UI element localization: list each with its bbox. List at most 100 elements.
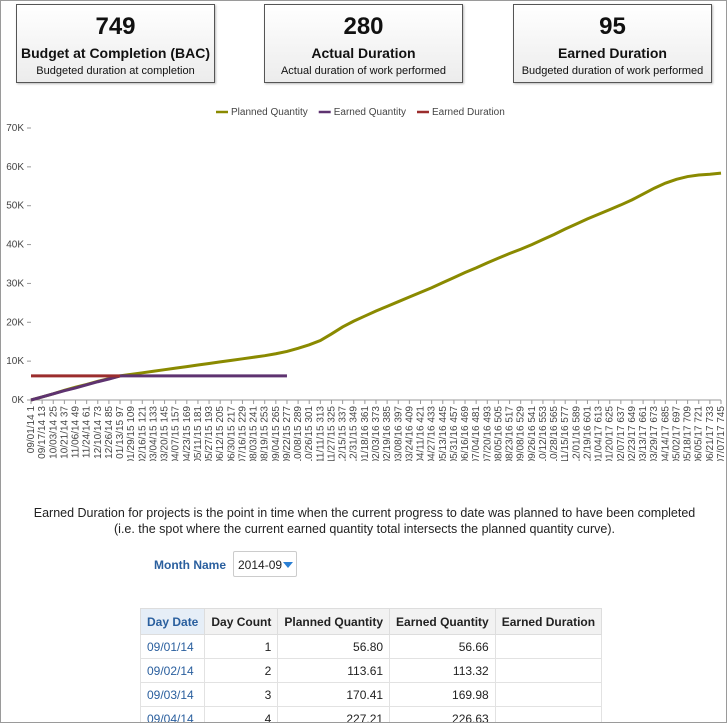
y-tick-label: 40K	[6, 240, 24, 251]
x-tick-label: 08/03/15 241	[249, 406, 260, 461]
x-tick-label: 02/23/17 649	[627, 406, 638, 461]
y-tick-label: 20K	[6, 317, 24, 328]
month-dropdown[interactable]: 2014-09	[233, 551, 297, 577]
x-tick-label: 03/08/16 397	[393, 406, 404, 461]
kpi-card: 749 Budget at Completion (BAC) Budgeted …	[16, 4, 215, 83]
y-tick-label: 10K	[6, 356, 24, 367]
column-header: Planned Quantity	[277, 608, 391, 635]
table-cell: 56.66	[389, 634, 496, 659]
x-tick-label: 03/20/15 145	[160, 406, 171, 461]
x-tick-label: 07/04/16 481	[471, 406, 482, 461]
x-tick-label: 05/31/16 457	[449, 406, 460, 461]
x-tick-label: 06/21/17 733	[705, 406, 716, 461]
x-tick-label: 07/07/17 745	[716, 406, 727, 461]
kpi-subtitle: Budgeted duration of work performed	[521, 65, 704, 77]
table-cell: 169.98	[389, 682, 496, 707]
description: (i.e. the spot where the current earned …	[114, 522, 615, 536]
header-row: Day Date Day Count Planned Quantity Earned …	[139, 608, 603, 635]
dropdown-arrow[interactable]	[283, 562, 293, 568]
x-tick-label: 10/03/14 25	[48, 406, 59, 459]
x-tick-label: 12/26/14 85	[104, 406, 115, 459]
x-tick-label: 12/10/14 73	[93, 406, 104, 459]
table-cell: 113.32	[389, 658, 496, 683]
x-tick-label: 05/02/17 697	[671, 406, 682, 461]
x-tick-label: 08/05/16 505	[493, 406, 504, 461]
x-tick-label: 02/16/15 121	[137, 406, 148, 461]
table-cell: 09/02/14	[139, 658, 206, 683]
x-tick-label: 02/19/16 385	[382, 406, 393, 461]
x-tick-label: 06/12/15 205	[215, 406, 226, 461]
x-tick-label: 03/04/15 133	[148, 406, 159, 461]
kpi-card: 280 Actual Duration Actual duration of w…	[264, 4, 463, 83]
x-tick-label: 10/28/16 565	[549, 406, 560, 461]
x-tick-label: 09/04/15 265	[271, 406, 282, 461]
x-tick-label: 01/18/16 361	[360, 406, 371, 461]
kpi-value: 95	[599, 13, 626, 40]
x-tick-label: 12/01/16 589	[571, 406, 582, 461]
table-row: 09/03/14 3 170.41 169.98	[139, 682, 603, 707]
column-header: Day Count	[204, 608, 279, 635]
x-tick-label: 02/07/17 637	[616, 406, 627, 461]
description: Earned Duration for projects is the poin…	[33, 506, 696, 520]
table-cell: 170.41	[277, 682, 391, 707]
x-tick-label: 04/11/16 421	[416, 406, 427, 461]
column-header: Earned Duration	[494, 608, 603, 635]
x-tick-label: 11/27/15 325	[326, 406, 337, 461]
kpi-title: Actual Duration	[311, 45, 416, 61]
y-tick-label: 50K	[6, 201, 24, 212]
x-tick-label: 07/16/15 229	[237, 406, 248, 461]
kpi-value: 749	[95, 13, 136, 40]
x-tick-label: 02/03/16 373	[371, 406, 382, 461]
table-cell: 226.63	[389, 706, 496, 722]
table-cell	[494, 658, 603, 683]
x-tick-label: 01/20/17 625	[605, 406, 616, 461]
x-tick-label: 04/27/16 433	[427, 406, 438, 461]
x-tick-label: 09/22/15 277	[282, 406, 293, 461]
x-tick-label: 06/16/16 469	[460, 406, 471, 461]
table-row: 09/01/14 1 56.80 56.66	[139, 634, 603, 659]
kpi-title: Earned Duration	[558, 45, 667, 61]
kpi-subtitle: Budgeted duration at completion	[36, 65, 195, 77]
x-tick-label: 05/18/17 709	[683, 406, 694, 461]
x-tick-label: 05/27/15 193	[204, 406, 215, 461]
kpi-subtitle: Actual duration of work performed	[280, 65, 447, 77]
table-cell: 227.21	[277, 706, 391, 722]
table-cell: 09/01/14	[139, 634, 206, 659]
x-tick-label: 09/26/16 541	[527, 406, 538, 461]
x-tick-label: 03/24/16 409	[404, 406, 415, 461]
x-tick-label: 12/31/15 349	[349, 406, 360, 461]
filter-label: Month Name	[154, 558, 226, 572]
series-line	[30, 171, 722, 402]
table-cell: 4	[204, 706, 279, 722]
legend-label: Earned Quantity	[334, 107, 406, 118]
table-cell: 3	[204, 682, 279, 707]
x-tick-label: 11/24/14 61	[82, 406, 93, 459]
x-tick-label: 12/15/15 337	[338, 406, 349, 461]
x-tick-label: 04/14/17 685	[660, 406, 671, 461]
table-cell	[494, 682, 603, 707]
table-row: 09/02/14 2 113.61 113.32	[139, 658, 603, 683]
x-tick-label: 11/06/14 49	[71, 406, 82, 459]
y-tick-label: 0K	[12, 395, 25, 406]
table-cell	[494, 634, 603, 659]
series-line	[30, 374, 287, 402]
x-tick-label: 01/13/15 97	[115, 406, 126, 459]
x-tick-label: 06/30/15 217	[226, 406, 237, 461]
x-tick-label: 04/23/15 169	[182, 406, 193, 461]
x-tick-label: 01/29/15 109	[126, 406, 137, 461]
x-tick-label: 10/12/16 553	[538, 406, 549, 461]
kpi-title: Budget at Completion (BAC)	[21, 45, 210, 61]
y-tick-label: 60K	[6, 162, 24, 173]
table-cell: 2	[204, 658, 279, 683]
legend-label: Planned Quantity	[231, 107, 308, 118]
x-tick-label: 10/08/15 289	[293, 406, 304, 461]
x-tick-label: 10/26/15 301	[304, 406, 315, 461]
kpi-value: 280	[343, 13, 384, 40]
table-cell: 09/03/14	[139, 682, 206, 707]
y-tick-label: 30K	[6, 278, 24, 289]
y-tick-label: 70K	[6, 123, 24, 134]
chart: 0K 10K 20K 30K 40K 50K 60K 70K 09/01/14 1 09/17/1…	[6, 107, 727, 461]
table-cell: 09/04/14	[139, 706, 206, 722]
x-tick-label: 04/07/15 157	[171, 406, 182, 461]
